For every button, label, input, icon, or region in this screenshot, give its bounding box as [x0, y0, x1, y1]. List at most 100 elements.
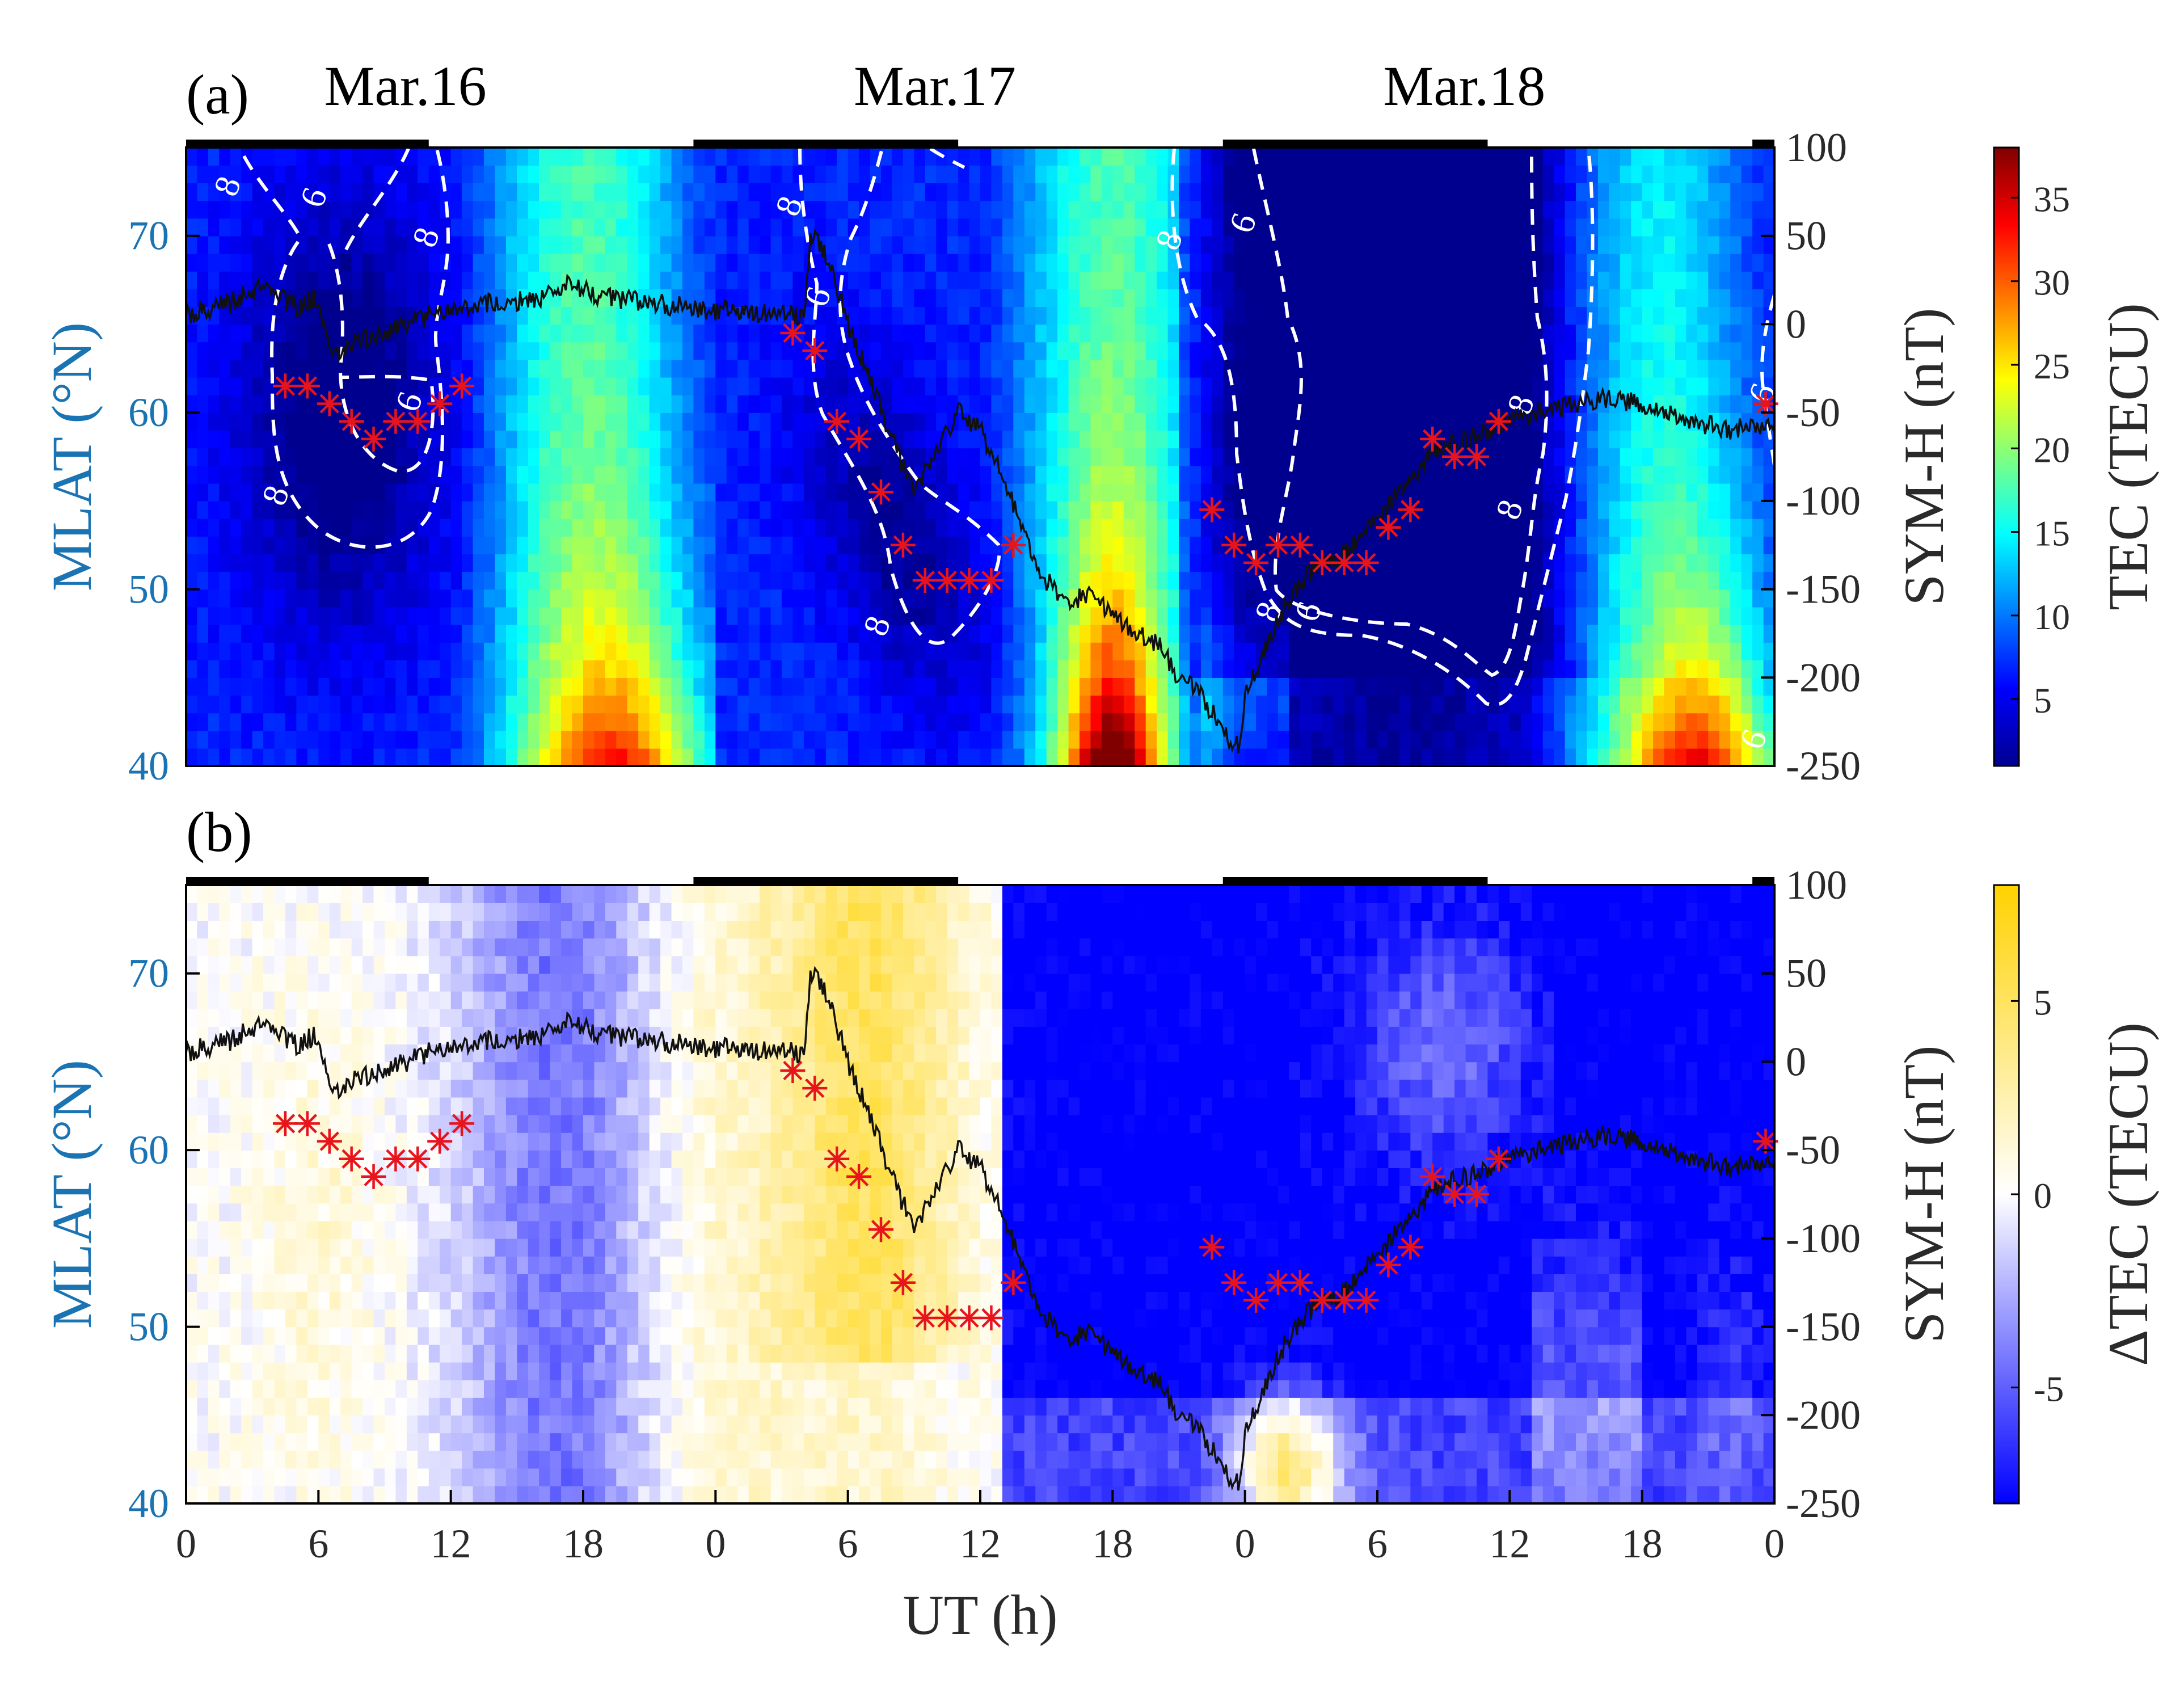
heat-cell: [197, 500, 209, 519]
heat-cell: [1741, 465, 1753, 484]
heat-cell: [1344, 465, 1356, 484]
heat-cell: [660, 359, 672, 378]
heat-cell: [208, 519, 220, 537]
heat-cell: [737, 359, 749, 378]
heat-cell: [1289, 271, 1301, 289]
heat-cell: [1609, 235, 1621, 254]
heat-cell: [418, 642, 429, 660]
heat-cell: [958, 500, 970, 519]
heat-cell: [572, 253, 584, 272]
heat-cell: [550, 483, 562, 502]
heat-cell: [318, 483, 330, 502]
heat-cell: [1686, 536, 1698, 554]
heat-cell: [859, 606, 871, 625]
heat-cell: [340, 306, 352, 325]
heat-cell: [1013, 589, 1025, 608]
heat-cell: [1565, 324, 1576, 343]
heat-cell: [539, 695, 551, 714]
heat-cell: [197, 465, 209, 484]
heat-cell: [583, 589, 595, 608]
heat-cell: [1741, 660, 1753, 678]
heat-cell: [307, 571, 319, 590]
heat-cell: [385, 500, 397, 519]
heat-cell: [1542, 183, 1554, 201]
heat-cell: [274, 500, 286, 519]
heat-cell: [462, 571, 474, 590]
heat-cell: [1322, 571, 1334, 590]
heat-cell: [517, 412, 529, 431]
heat-cell: [528, 606, 539, 625]
heat-cell: [1686, 677, 1698, 696]
heat-cell: [649, 695, 661, 714]
heat-cell: [1708, 660, 1720, 678]
heat-cell: [782, 660, 794, 678]
heat-cell: [395, 660, 407, 678]
heat-cell: [726, 730, 738, 749]
heat-cell: [1421, 271, 1433, 289]
heat-cell: [980, 748, 992, 766]
heat-cell: [1520, 253, 1532, 272]
heat-cell: [837, 448, 849, 466]
heat-cell: [671, 430, 683, 449]
heat-cell: [1080, 660, 1091, 678]
heat-cell: [450, 677, 462, 696]
heat-cell: [1123, 271, 1135, 289]
heat-cell: [1190, 289, 1201, 307]
heat-cell: [1576, 571, 1588, 590]
heat-cell: [1465, 218, 1477, 237]
heat-cell: [1686, 377, 1698, 395]
heat-cell: [1664, 554, 1676, 572]
heat-cell: [418, 483, 429, 502]
heat-cell: [1090, 660, 1102, 678]
heat-cell: [594, 606, 606, 625]
heat-cell: [1333, 377, 1345, 395]
heat-cell: [208, 695, 220, 714]
heat-cell: [870, 430, 882, 449]
heat-cell: [1609, 660, 1621, 678]
heat-cell: [1597, 271, 1610, 289]
heat-cell: [748, 271, 760, 289]
heat-cell: [1289, 483, 1301, 502]
heat-cell: [219, 448, 231, 466]
heat-cell: [1410, 748, 1422, 766]
heat-cell: [473, 624, 484, 643]
heat-cell: [307, 253, 319, 272]
heat-cell: [1002, 377, 1014, 395]
heat-cell: [792, 465, 804, 484]
heat-cell: [1035, 483, 1047, 502]
heat-cell: [1080, 253, 1091, 272]
heat-cell: [1487, 324, 1499, 343]
heat-cell: [418, 660, 429, 678]
heat-cell: [186, 571, 198, 590]
heat-cell: [572, 642, 584, 660]
heat-cell: [208, 271, 220, 289]
heat-cell: [252, 695, 264, 714]
heat-cell: [1631, 713, 1643, 731]
heat-cell: [1388, 642, 1400, 660]
heat-cell: [1278, 342, 1290, 360]
heat-cell: [1002, 324, 1014, 343]
heat-cell: [462, 642, 474, 660]
heat-cell: [362, 713, 374, 731]
heat-cell: [1256, 148, 1268, 166]
heat-cell: [1719, 589, 1731, 608]
heat-cell: [903, 395, 915, 413]
heat-cell: [1057, 306, 1069, 325]
heat-cell: [815, 306, 827, 325]
heat-cell: [373, 730, 385, 749]
heat-cell: [1498, 183, 1511, 201]
heat-cell: [1278, 183, 1290, 201]
heat-cell: [715, 165, 727, 183]
heat-cell: [1477, 500, 1489, 519]
heat-cell: [782, 589, 794, 608]
heat-cell: [925, 253, 937, 272]
heat-cell: [428, 571, 440, 590]
heat-cell: [505, 342, 518, 360]
heat-cell: [197, 412, 209, 431]
heat-cell: [947, 483, 959, 502]
heat-cell: [1179, 713, 1191, 731]
heat-cell: [528, 483, 539, 502]
heat-cell: [186, 183, 198, 201]
heat-cell: [1222, 412, 1234, 431]
heat-cell: [1167, 430, 1179, 449]
